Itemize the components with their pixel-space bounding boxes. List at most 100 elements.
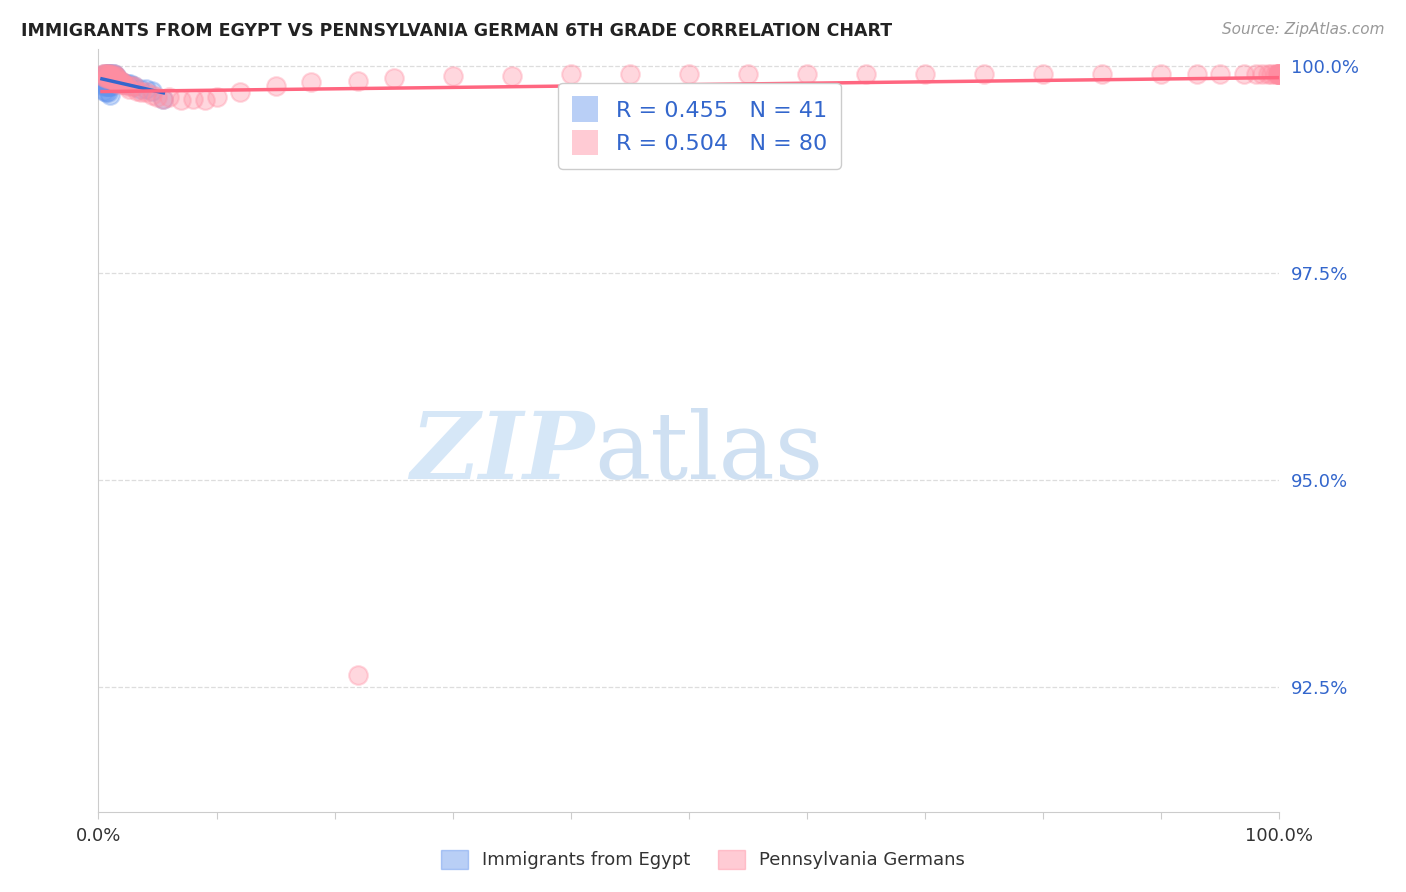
Point bbox=[1185, 67, 1208, 81]
Point bbox=[91, 69, 114, 83]
Point bbox=[91, 69, 114, 83]
Point bbox=[1268, 67, 1291, 81]
Point bbox=[98, 79, 121, 94]
Point bbox=[105, 69, 128, 83]
Point bbox=[796, 67, 818, 81]
Point bbox=[111, 75, 134, 89]
Point bbox=[108, 75, 131, 89]
Point bbox=[1257, 67, 1279, 81]
Point bbox=[103, 73, 125, 87]
Point bbox=[98, 67, 121, 81]
Point bbox=[103, 67, 125, 81]
Point bbox=[1032, 67, 1054, 81]
Point bbox=[229, 85, 252, 99]
Point bbox=[94, 67, 117, 81]
Point bbox=[93, 83, 115, 97]
Point bbox=[100, 79, 122, 94]
Point bbox=[104, 73, 127, 87]
Point bbox=[115, 79, 138, 94]
Point bbox=[101, 67, 124, 81]
Point bbox=[98, 71, 121, 86]
Point bbox=[96, 67, 118, 81]
Point bbox=[91, 69, 114, 83]
Point bbox=[146, 90, 169, 104]
Point bbox=[117, 77, 139, 91]
Point bbox=[855, 67, 877, 81]
Text: Source: ZipAtlas.com: Source: ZipAtlas.com bbox=[1222, 22, 1385, 37]
Point bbox=[111, 75, 134, 89]
Point bbox=[105, 73, 128, 87]
Point bbox=[98, 67, 121, 81]
Point bbox=[98, 79, 121, 94]
Text: atlas: atlas bbox=[595, 409, 824, 499]
Point bbox=[1264, 67, 1286, 81]
Point bbox=[118, 82, 141, 96]
Legend: Immigrants from Egypt, Pennsylvania Germans: Immigrants from Egypt, Pennsylvania Germ… bbox=[432, 841, 974, 879]
Point bbox=[1267, 67, 1289, 81]
Point bbox=[98, 67, 121, 81]
Point bbox=[619, 67, 641, 81]
Point bbox=[98, 71, 121, 86]
Point bbox=[94, 85, 117, 99]
Point bbox=[97, 67, 120, 81]
Point bbox=[105, 75, 128, 89]
Point bbox=[120, 77, 142, 91]
Point bbox=[103, 71, 125, 86]
Point bbox=[347, 668, 370, 682]
Point bbox=[94, 69, 117, 83]
Point bbox=[97, 69, 120, 83]
Point bbox=[112, 77, 135, 91]
Point bbox=[1091, 67, 1114, 81]
Point bbox=[127, 83, 149, 97]
Point bbox=[205, 90, 228, 104]
Point bbox=[678, 67, 700, 81]
Point bbox=[94, 71, 117, 86]
Point bbox=[105, 71, 128, 86]
Point bbox=[181, 92, 204, 106]
Point bbox=[152, 92, 174, 106]
Point bbox=[98, 71, 121, 86]
Point bbox=[121, 79, 143, 94]
Point bbox=[107, 73, 129, 87]
Text: IMMIGRANTS FROM EGYPT VS PENNSYLVANIA GERMAN 6TH GRADE CORRELATION CHART: IMMIGRANTS FROM EGYPT VS PENNSYLVANIA GE… bbox=[21, 22, 893, 40]
Point bbox=[1233, 67, 1256, 81]
Point bbox=[152, 92, 174, 106]
Point bbox=[129, 85, 152, 99]
Point bbox=[973, 67, 995, 81]
Point bbox=[128, 82, 150, 96]
Point bbox=[98, 87, 121, 102]
Point bbox=[105, 71, 128, 86]
Point bbox=[914, 67, 936, 81]
Point bbox=[122, 79, 145, 94]
Point bbox=[112, 77, 135, 91]
Point bbox=[96, 71, 118, 86]
Point bbox=[1268, 67, 1291, 81]
Point bbox=[104, 69, 127, 83]
Point bbox=[105, 69, 128, 83]
Point bbox=[107, 77, 129, 91]
Point bbox=[1268, 67, 1291, 81]
Point bbox=[737, 67, 759, 81]
Point bbox=[97, 71, 120, 86]
Point bbox=[135, 85, 157, 99]
Point bbox=[264, 79, 287, 94]
Point bbox=[110, 73, 132, 87]
Point bbox=[141, 87, 163, 102]
Point bbox=[1265, 67, 1288, 81]
Point bbox=[93, 67, 115, 81]
Point bbox=[560, 67, 582, 81]
Point bbox=[112, 77, 135, 91]
Point bbox=[1268, 67, 1291, 81]
Point bbox=[299, 75, 322, 89]
Point bbox=[98, 67, 121, 81]
Point bbox=[382, 71, 405, 86]
Point bbox=[1250, 67, 1272, 81]
Point bbox=[157, 90, 180, 104]
Point bbox=[1150, 67, 1173, 81]
Point bbox=[100, 71, 122, 86]
Point bbox=[93, 79, 115, 94]
Point bbox=[100, 69, 122, 83]
Point bbox=[441, 69, 464, 83]
Point bbox=[122, 79, 145, 94]
Point bbox=[347, 73, 370, 87]
